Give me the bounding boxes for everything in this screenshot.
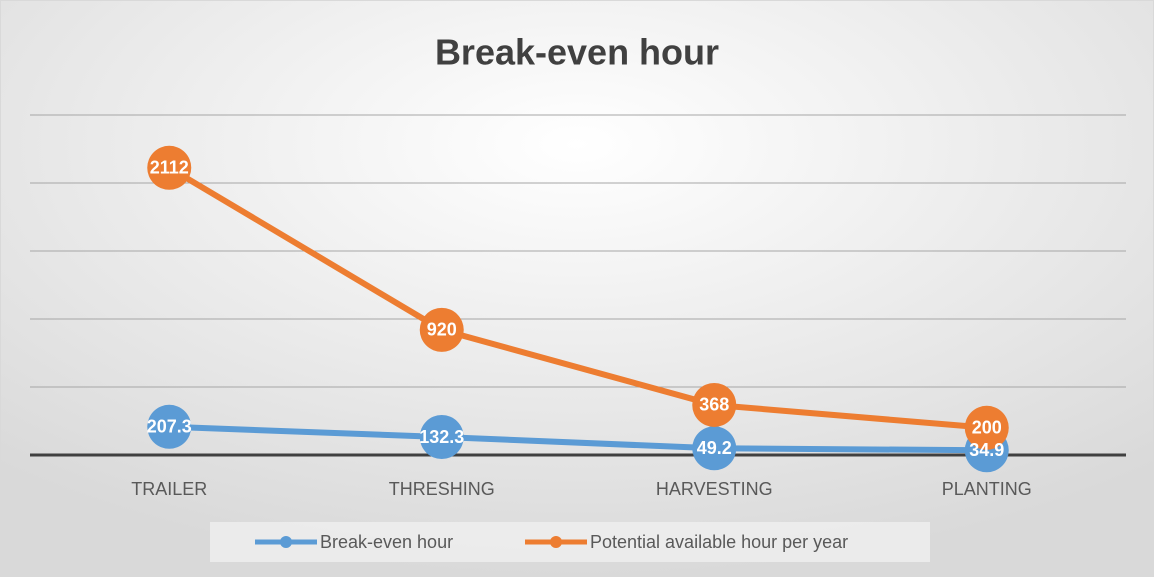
x-tick-label: THRESHING	[389, 479, 495, 499]
data-label: 920	[427, 320, 457, 340]
point-marker	[419, 415, 464, 460]
data-label: 200	[972, 418, 1002, 438]
x-tick-label: HARVESTING	[656, 479, 773, 499]
data-label: 368	[699, 395, 729, 415]
point-marker	[147, 404, 192, 449]
x-tick-label: PLANTING	[942, 479, 1032, 499]
chart-title: Break-even hour	[435, 32, 719, 73]
series-line	[167, 165, 988, 431]
data-label: 207.3	[147, 417, 192, 437]
data-label: 2112	[150, 158, 189, 178]
legend-label: Break-even hour	[320, 532, 453, 552]
legend-marker	[280, 536, 292, 548]
legend-marker	[550, 536, 562, 548]
point-marker	[692, 426, 737, 471]
legend-label: Potential available hour per year	[590, 532, 848, 552]
data-label: 49.2	[697, 438, 732, 458]
series-line	[169, 423, 987, 454]
x-tick-label: TRAILER	[131, 479, 207, 499]
point-marker	[692, 382, 737, 427]
point-marker	[147, 145, 192, 190]
data-label: 132.3	[419, 427, 464, 447]
point-marker	[964, 405, 1009, 450]
data-label: 34.9	[969, 440, 1004, 460]
point-marker	[419, 307, 464, 352]
